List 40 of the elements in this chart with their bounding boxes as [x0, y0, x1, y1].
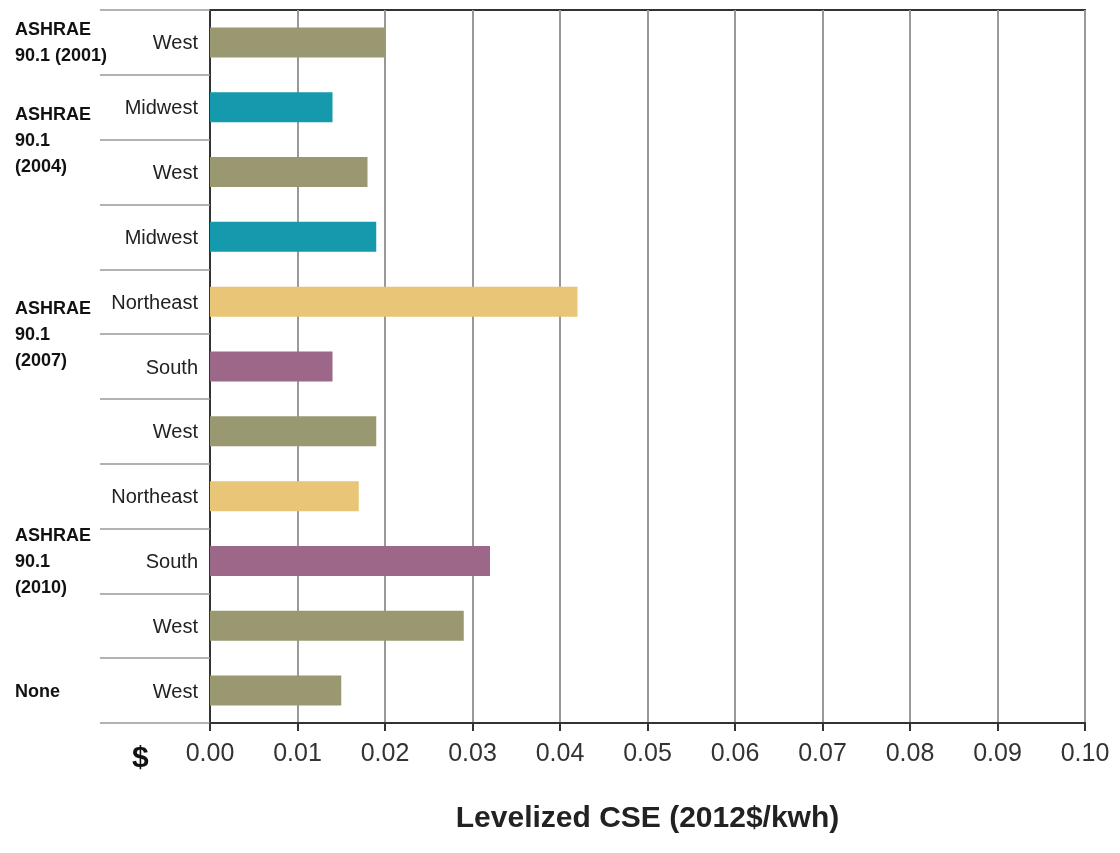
y-tick-label: West	[152, 31, 199, 54]
y-tick-label: West	[152, 614, 199, 637]
bar	[210, 221, 377, 252]
bar	[210, 92, 333, 123]
x-tick-label: 0.04	[535, 737, 585, 766]
bar	[210, 610, 464, 641]
x-tick-label: 0.07	[798, 737, 847, 766]
text: ASHRAE 90.1 (2004)	[15, 103, 92, 176]
x-tick-label: 0.08	[885, 737, 935, 766]
bar	[210, 545, 490, 576]
text: ASHRAE 90.1 (2010)	[15, 524, 92, 597]
bar	[210, 27, 385, 58]
y-tick-label: South	[145, 549, 198, 572]
y-tick-label: Northeast	[111, 485, 199, 508]
bar	[210, 675, 342, 706]
bar	[210, 351, 333, 382]
text: ASHRAE 90.1 (2007)	[15, 298, 92, 371]
x-tick-label: 0.01	[273, 737, 322, 766]
y-tick-label: West	[152, 679, 199, 702]
x-axis-title: Levelized CSE (2012$/kwh)	[455, 799, 840, 833]
x-tick-label: 0.09	[973, 737, 1022, 766]
y-tick-label: West	[152, 420, 199, 443]
bar	[210, 416, 377, 447]
y-tick-label: Midwest	[124, 96, 199, 119]
x-tick-label: 0.00	[185, 737, 235, 766]
x-tick-label: 0.05	[623, 737, 672, 766]
bar	[210, 481, 359, 512]
bar	[210, 286, 578, 317]
x-tick-label: 0.02	[360, 737, 410, 766]
text: $	[132, 739, 149, 773]
bar	[210, 157, 368, 188]
y-tick-label: Northeast	[111, 290, 199, 313]
y-tick-label: Midwest	[124, 225, 199, 248]
x-tick-label: 0.06	[710, 737, 760, 766]
y-tick-label: West	[152, 161, 199, 184]
x-tick-label: 0.03	[448, 737, 497, 766]
text: None	[15, 680, 60, 701]
text: ASHRAE 90.1 (2001)	[15, 19, 108, 66]
y-tick-label: South	[145, 355, 198, 378]
x-tick-label: 0.10	[1060, 737, 1110, 766]
